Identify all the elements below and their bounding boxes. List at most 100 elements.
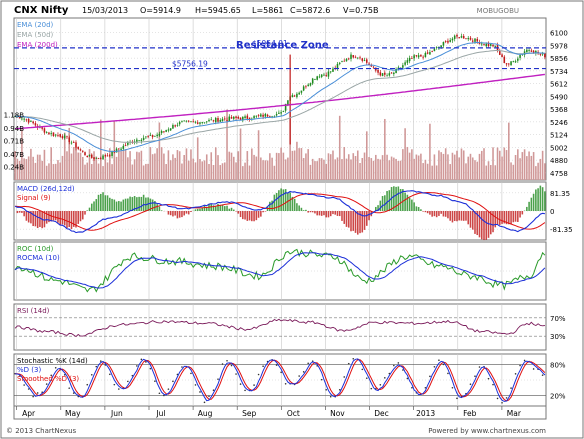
volume-bar xyxy=(530,155,533,180)
candle-body xyxy=(84,152,86,156)
stoch-k-dot xyxy=(50,374,52,377)
volume-bar xyxy=(257,130,260,180)
candle-body xyxy=(314,79,316,80)
macd-histogram-bar xyxy=(311,211,314,213)
macd-histogram-bar xyxy=(99,193,102,211)
volume-bar xyxy=(381,155,384,180)
macd-histogram-bar xyxy=(79,211,82,222)
macd-legend-entry: MACD (26d,12d) xyxy=(17,185,75,193)
volume-bar xyxy=(242,166,244,180)
stoch-k-dot xyxy=(365,377,368,379)
header-volume: V=0.75B xyxy=(343,6,378,15)
candle-body xyxy=(81,150,84,152)
candle-body xyxy=(343,60,346,62)
macd-histogram-bar xyxy=(361,211,364,233)
stoch-k-dot xyxy=(379,383,382,386)
volume-bar xyxy=(528,151,530,180)
candle-body xyxy=(90,154,93,158)
macd-histogram-bar xyxy=(248,211,251,221)
candle-body xyxy=(228,116,231,122)
volume-bar xyxy=(169,160,172,180)
volume-bar xyxy=(34,162,37,180)
volume-bar xyxy=(199,159,201,180)
macd-histogram-bar xyxy=(219,205,222,211)
candle-body xyxy=(435,47,438,48)
volume-bar xyxy=(278,153,280,180)
candle-body xyxy=(451,38,454,41)
volume-bar xyxy=(354,156,357,180)
candle-body xyxy=(487,42,490,47)
volume-bar xyxy=(176,150,179,180)
macd-histogram-bar xyxy=(68,211,71,227)
macd-histogram-bar xyxy=(341,211,343,221)
macd-histogram-bar xyxy=(508,211,510,225)
macd-histogram-bar xyxy=(280,188,282,211)
candle-body xyxy=(18,116,21,119)
candle-body xyxy=(305,86,307,88)
stoch-k-dot xyxy=(519,364,521,367)
macd-histogram-bar xyxy=(109,197,111,211)
volume-bar xyxy=(465,163,467,180)
macd-histogram-bar xyxy=(149,198,152,211)
stoch-k-dot xyxy=(325,388,328,391)
volume-bar xyxy=(21,128,23,180)
macd-histogram-bar xyxy=(514,211,517,222)
candle-body xyxy=(453,35,456,39)
candle-body xyxy=(449,40,451,42)
stoch-k-dot xyxy=(140,358,143,361)
macd-histogram-bar xyxy=(325,211,328,218)
macd-histogram-bar xyxy=(532,193,535,211)
stoch-k-dot xyxy=(199,391,201,393)
stoch-k-dot xyxy=(275,364,278,366)
candle-body xyxy=(420,54,422,57)
watermark-text: MOBUGOBU xyxy=(477,7,519,15)
macd-legend-entry: Signal (9) xyxy=(17,194,51,202)
candle-body xyxy=(102,155,104,160)
volume-bar xyxy=(469,153,472,180)
candle-body xyxy=(167,129,170,131)
macd-histogram-bar xyxy=(187,211,190,215)
macd-histogram-bar xyxy=(379,200,382,211)
macd-histogram-bar xyxy=(390,187,393,211)
volume-bar xyxy=(260,157,262,180)
macd-histogram-bar xyxy=(284,189,287,211)
stoch-k-dot xyxy=(433,365,436,368)
volume-bar xyxy=(187,160,190,180)
stoch-k-dot xyxy=(424,386,427,389)
candle-body xyxy=(390,72,393,74)
volume-bar xyxy=(59,162,62,180)
macd-histogram-bar xyxy=(223,206,226,211)
macd-histogram-bar xyxy=(199,208,201,211)
candle-body xyxy=(212,120,215,122)
volume-bar xyxy=(438,150,440,180)
candle-body xyxy=(350,54,352,59)
volume-bar xyxy=(194,162,197,180)
stoch-k-dot xyxy=(253,384,255,386)
stoch-k-dot xyxy=(447,372,449,375)
candle-body xyxy=(429,52,431,55)
volume-bar xyxy=(320,158,323,180)
header-close: C=5872.6 xyxy=(290,6,330,15)
volume-bar xyxy=(388,160,391,180)
candle-body xyxy=(341,61,343,63)
volume-bar xyxy=(399,160,402,180)
candle-body xyxy=(115,148,118,153)
price-tick-label: 5246 xyxy=(550,119,568,127)
volume-bar xyxy=(334,159,337,180)
macd-histogram-bar xyxy=(185,211,188,214)
stoch-k-dot xyxy=(343,376,346,378)
x-tick-label: May xyxy=(65,409,81,418)
macd-histogram-bar xyxy=(260,211,262,217)
macd-histogram-bar xyxy=(368,211,370,221)
candle-body xyxy=(244,116,246,118)
stoch-k-dot xyxy=(194,384,197,386)
macd-histogram-bar xyxy=(97,194,100,211)
candle-body xyxy=(181,121,183,123)
volume-bar xyxy=(88,149,91,180)
volume-bar xyxy=(413,158,415,180)
candle-body xyxy=(183,120,185,122)
x-tick-label: Nov xyxy=(330,409,345,418)
volume-bar xyxy=(296,141,298,180)
stoch-tick-label: 80% xyxy=(550,361,566,369)
